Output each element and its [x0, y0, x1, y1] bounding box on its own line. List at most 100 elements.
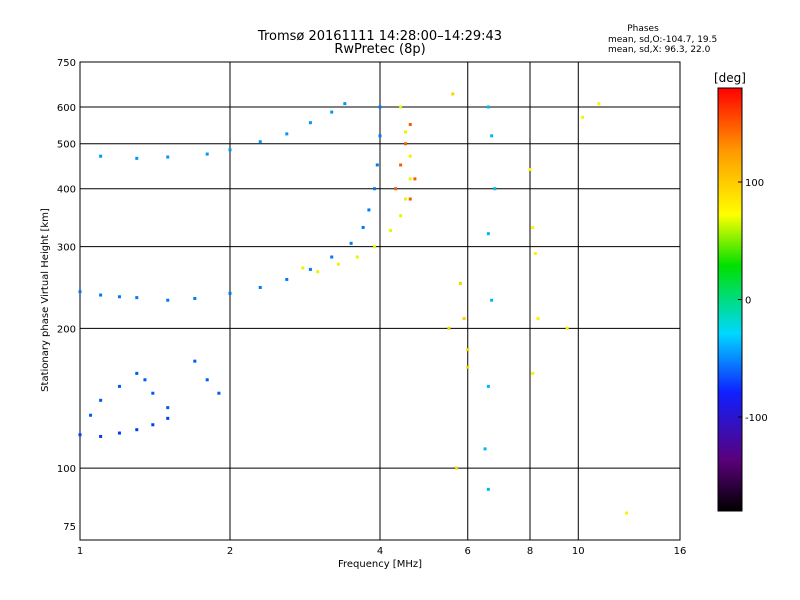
y-tick-label: 400 — [57, 185, 76, 196]
y-tick-label: 300 — [57, 243, 76, 254]
data-point-series-1 — [166, 298, 170, 302]
colorbar-tick-label: 100 — [745, 178, 764, 189]
data-point-series-3 — [193, 359, 197, 363]
data-point-series-9 — [625, 511, 629, 515]
data-point-series-9 — [536, 317, 540, 321]
data-point-series-3 — [217, 391, 221, 395]
data-point-series-2 — [228, 148, 232, 152]
data-point-series-3 — [89, 413, 93, 417]
data-point-series-1 — [78, 290, 82, 294]
data-point-series-8 — [466, 365, 470, 369]
y-tick-label: 500 — [57, 140, 76, 151]
data-point-series-6 — [394, 187, 398, 191]
data-point-series-3 — [117, 384, 121, 388]
info-line-x: mean, sd,X: 96.3, 22.0 — [608, 45, 711, 55]
data-point-series-8 — [455, 466, 459, 470]
x-tick-label: 4 — [377, 546, 383, 557]
grid-lines — [80, 62, 680, 540]
data-point-series-2 — [99, 154, 103, 158]
data-point-series-1 — [378, 134, 382, 138]
data-point-series-5 — [408, 154, 412, 158]
data-point-series-7 — [486, 384, 490, 388]
data-point-series-5 — [403, 197, 407, 201]
data-point-series-1 — [375, 163, 379, 167]
y-axis-label: Stationary phase Virtual Height [km] — [40, 208, 51, 392]
data-point-series-1 — [308, 267, 312, 271]
data-point-series-1 — [285, 277, 289, 281]
y-tick-label: 750 — [57, 58, 76, 69]
data-point-series-2 — [166, 155, 170, 159]
data-point-series-5 — [399, 105, 403, 109]
x-axis-ticks: 1 2 4 6 8 10 16 — [77, 546, 687, 557]
data-point-series-1 — [135, 296, 139, 300]
data-point-series-8 — [447, 326, 451, 330]
y-tick-label: 75 — [63, 522, 76, 533]
data-point-series-4 — [166, 416, 170, 420]
data-point-series-3 — [99, 398, 103, 402]
data-point-series-7 — [493, 187, 497, 191]
data-point-series-9 — [565, 326, 569, 330]
data-point-series-8 — [466, 348, 470, 352]
y-tick-label: 600 — [57, 103, 76, 114]
data-point-series-6 — [399, 163, 403, 167]
data-point-series-6 — [408, 197, 412, 201]
data-points — [78, 92, 629, 515]
data-point-series-2 — [135, 156, 139, 160]
info-line-o: mean, sd,O:-104.7, 19.5 — [608, 35, 717, 45]
data-point-series-4 — [135, 428, 139, 432]
data-point-series-2 — [285, 132, 289, 136]
data-point-series-9 — [597, 102, 601, 106]
data-point-series-5 — [389, 229, 393, 233]
data-point-series-6 — [408, 123, 412, 127]
chart-title: Tromsø 20161111 14:28:00–14:29:43 — [257, 29, 502, 44]
data-point-series-1 — [349, 241, 353, 245]
data-point-series-7 — [486, 105, 490, 109]
data-point-series-4 — [99, 434, 103, 438]
data-point-series-6 — [403, 142, 407, 146]
data-point-series-5 — [408, 177, 412, 181]
data-point-series-5 — [403, 130, 407, 134]
chart-subtitle: RwPretec (8p) — [334, 42, 425, 57]
data-point-series-1 — [367, 208, 371, 212]
data-point-series-5 — [301, 266, 305, 270]
data-point-series-7 — [486, 232, 490, 236]
colorbar-tick-label: 0 — [745, 296, 751, 307]
x-axis-label: Frequency [MHz] — [338, 559, 422, 570]
data-point-series-9 — [533, 252, 537, 256]
data-point-series-7 — [486, 487, 490, 491]
data-point-series-3 — [135, 371, 139, 375]
data-point-series-6 — [413, 177, 417, 181]
data-point-series-9 — [531, 371, 535, 375]
data-point-series-9 — [528, 167, 532, 171]
data-point-series-5 — [373, 245, 377, 249]
data-point-series-2 — [308, 121, 312, 125]
data-point-series-1 — [117, 295, 121, 299]
x-tick-label: 10 — [572, 546, 585, 557]
data-point-series-8 — [462, 317, 466, 321]
data-point-series-1 — [258, 286, 262, 290]
x-tick-label: 1 — [77, 546, 83, 557]
data-point-series-7 — [490, 298, 494, 302]
data-point-series-4 — [117, 431, 121, 435]
x-tick-label: 6 — [465, 546, 471, 557]
y-axis-ticks: 750 600 500 400 300 200 100 75 — [57, 58, 76, 533]
x-tick-label: 16 — [674, 546, 687, 557]
data-point-series-1 — [193, 296, 197, 300]
data-point-series-5 — [316, 270, 320, 274]
data-point-series-1 — [228, 291, 232, 295]
data-point-series-5 — [399, 214, 403, 218]
data-point-series-4 — [151, 423, 155, 427]
data-point-series-1 — [361, 225, 365, 229]
colorbar-ticks: 100 0 -100 — [738, 178, 768, 424]
data-point-series-2 — [205, 152, 209, 156]
y-tick-label: 100 — [57, 464, 76, 475]
data-point-series-1 — [330, 255, 334, 259]
data-point-series-2 — [330, 110, 334, 114]
data-point-series-2 — [343, 102, 347, 106]
data-point-series-3 — [143, 378, 147, 382]
data-point-series-8 — [451, 92, 455, 96]
data-point-series-9 — [531, 225, 535, 229]
data-point-series-8 — [458, 281, 462, 285]
info-heading: Phases — [627, 24, 659, 34]
